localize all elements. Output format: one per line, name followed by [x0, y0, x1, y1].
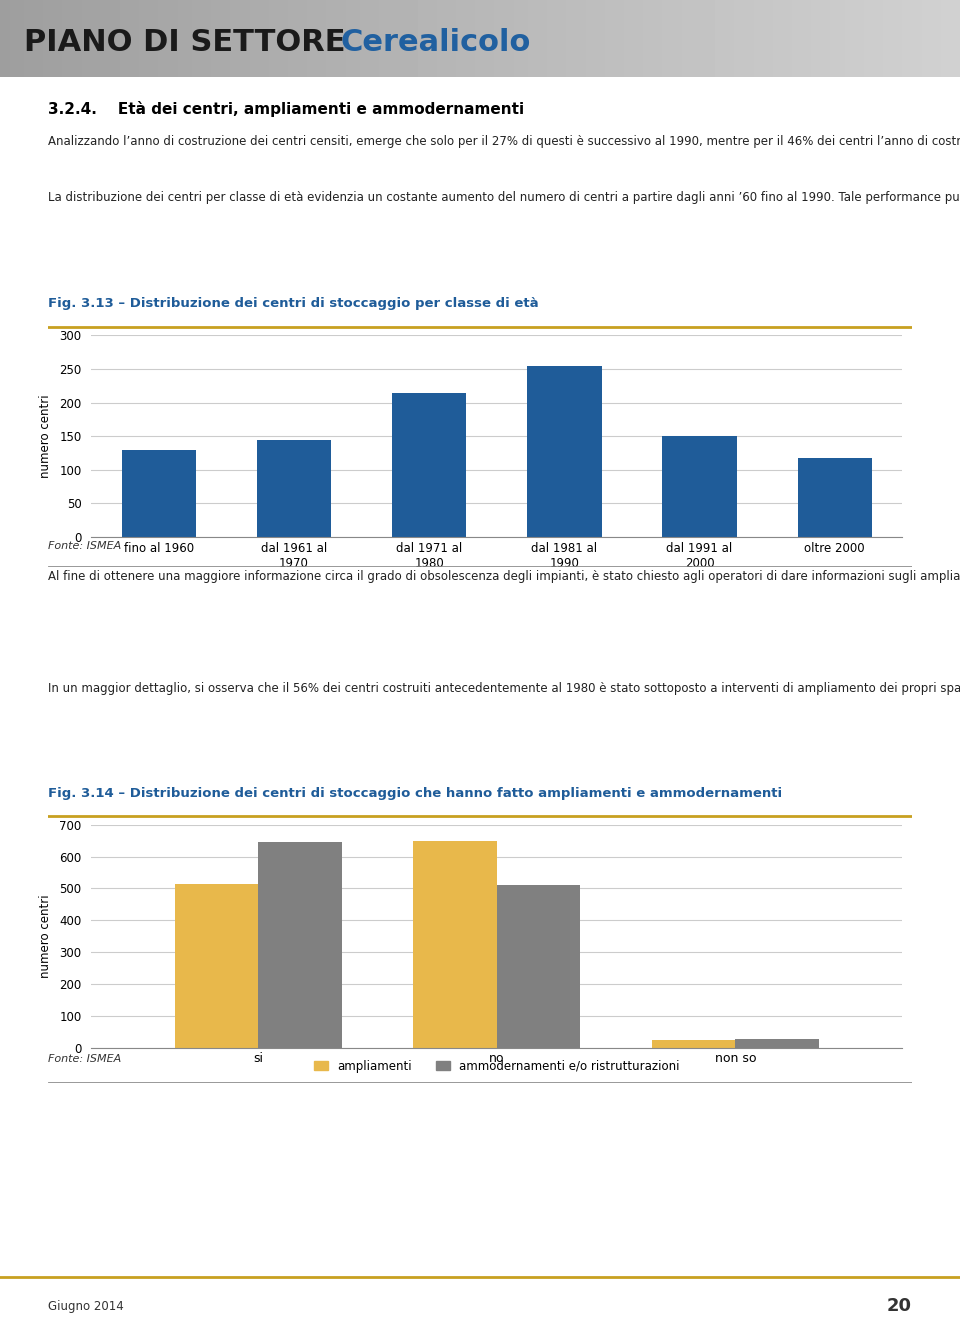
Y-axis label: numero centri: numero centri — [39, 894, 52, 979]
Bar — [175, 884, 258, 1048]
Bar — [798, 459, 872, 537]
Bar — [735, 1040, 819, 1048]
Bar — [257, 440, 331, 537]
Text: La distribuzione dei centri per classe di età evidenzia un costante aumento del : La distribuzione dei centri per classe d… — [48, 191, 960, 204]
Text: 20: 20 — [887, 1297, 912, 1315]
Bar — [258, 842, 342, 1048]
Text: Analizzando l’anno di costruzione dei centri censiti, emerge che solo per il 27%: Analizzando l’anno di costruzione dei ce… — [48, 135, 960, 149]
Text: Fig. 3.13 – Distribuzione dei centri di stoccaggio per classe di età: Fig. 3.13 – Distribuzione dei centri di … — [48, 297, 539, 310]
Text: Fonte: ISMEA: Fonte: ISMEA — [48, 1053, 121, 1063]
Bar — [496, 884, 580, 1048]
Bar — [527, 366, 602, 537]
Bar — [392, 394, 467, 537]
Bar — [652, 1040, 735, 1048]
Legend: ampliamenti, ammodernamenti e/o ristrutturazioni: ampliamenti, ammodernamenti e/o ristrutt… — [309, 1055, 684, 1077]
Bar — [414, 841, 496, 1048]
Text: Fig. 3.14 – Distribuzione dei centri di stoccaggio che hanno fatto ampliamenti e: Fig. 3.14 – Distribuzione dei centri di … — [48, 786, 782, 800]
Text: In un maggior dettaglio, si osserva che il 56% dei centri costruiti antecedentem: In un maggior dettaglio, si osserva che … — [48, 682, 960, 695]
Bar — [662, 435, 736, 537]
Y-axis label: numero centri: numero centri — [39, 394, 52, 479]
Text: Giugno 2014: Giugno 2014 — [48, 1299, 124, 1313]
Bar — [122, 450, 196, 537]
Text: 3.2.4.    Età dei centri, ampliamenti e ammodernamenti: 3.2.4. Età dei centri, ampliamenti e amm… — [48, 101, 524, 118]
Text: PIANO DI SETTORE: PIANO DI SETTORE — [24, 28, 346, 57]
Text: Cerealicolo: Cerealicolo — [341, 28, 531, 57]
Text: Al fine di ottenere una maggiore informazione circa il grado di obsolescenza deg: Al fine di ottenere una maggiore informa… — [48, 570, 960, 583]
Text: Fonte: ISMEA: Fonte: ISMEA — [48, 541, 121, 552]
